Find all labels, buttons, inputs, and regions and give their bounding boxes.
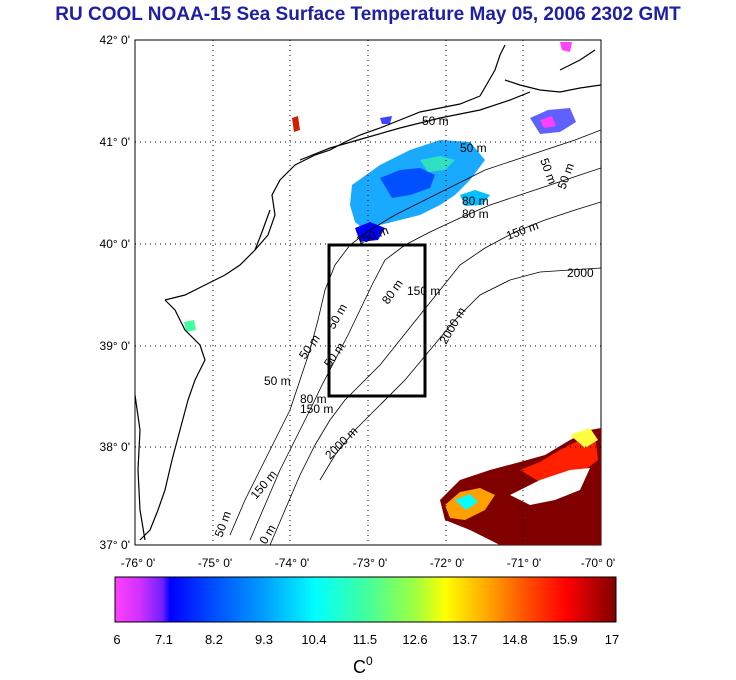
lat-label: 42° 0' xyxy=(100,33,130,47)
colorbar-tick: 12.6 xyxy=(402,632,427,647)
coast-ri xyxy=(479,44,506,97)
contour-label: 80 m xyxy=(300,392,327,406)
lat-label: 40° 0' xyxy=(100,237,130,251)
sst-patch-li xyxy=(380,116,392,124)
coast-nj-ny xyxy=(164,95,481,301)
lon-label: -73° 0' xyxy=(353,556,387,570)
lat-label: 41° 0' xyxy=(100,135,130,149)
coast-delmarva-west xyxy=(135,394,146,541)
colorbar-tick: 17 xyxy=(605,632,619,647)
contour-label: 150 m xyxy=(300,402,333,416)
map-grid xyxy=(135,40,601,545)
colorbar-tick: 14.8 xyxy=(502,632,527,647)
contour-label: 50 m xyxy=(422,114,449,128)
lon-label: -76° 0' xyxy=(121,556,155,570)
contour-label: 50 m xyxy=(460,141,487,155)
colorbar-tick: 11.5 xyxy=(353,632,377,647)
lon-label: -74° 0' xyxy=(275,556,309,570)
coast-cape xyxy=(559,49,596,71)
contour-label: 2000 xyxy=(567,266,594,280)
lat-label: 37° 0' xyxy=(100,538,130,552)
colorbar-tick: 9.3 xyxy=(255,632,273,647)
contour-2000m xyxy=(319,267,601,481)
colorbar-tick: 15.9 xyxy=(552,632,577,647)
coastline xyxy=(135,44,601,541)
colorbar: 6 7.1 8.2 9.3 10.4 11.5 12.6 13.7 14.8 1… xyxy=(113,576,619,677)
contour-label: 150 m xyxy=(407,284,440,298)
sst-patch-nj-red xyxy=(292,116,300,132)
sst-patch-top xyxy=(560,42,572,52)
contour-label: 80 m xyxy=(462,194,489,208)
coast-delmarva xyxy=(139,299,206,541)
study-area-box xyxy=(327,243,427,398)
sst-patches xyxy=(184,42,601,545)
contour-150m xyxy=(269,201,601,545)
lon-label: -70° 0' xyxy=(581,556,615,570)
coast-nj-barrier xyxy=(254,209,271,251)
sst-patch-bay xyxy=(184,320,196,332)
sst-patch-small xyxy=(460,190,490,206)
coast-ma xyxy=(504,79,601,93)
lon-label: -75° 0' xyxy=(198,556,232,570)
map-title: RU COOL NOAA-15 Sea Surface Temperature … xyxy=(55,4,681,25)
unit-text: C xyxy=(353,657,366,677)
sst-patch-dark-blue xyxy=(355,222,385,242)
sst-gap xyxy=(510,468,590,505)
lat-label: 38° 0' xyxy=(100,440,130,454)
contour-50m xyxy=(229,129,601,536)
coast-long-island xyxy=(299,91,531,161)
sst-patch-ne-magenta xyxy=(540,116,556,128)
colorbar-unit-label: C0 xyxy=(353,654,373,677)
contour-80m xyxy=(249,167,601,541)
unit-superscript: 0 xyxy=(366,654,373,668)
contour-label: 80 m xyxy=(462,207,489,221)
colorbar-ticks: 6 7.1 8.2 9.3 10.4 11.5 12.6 13.7 14.8 1… xyxy=(113,632,619,647)
latitude-axis: 42° 0' 41° 0' 40° 0' 39° 0' 38° 0' 37° 0… xyxy=(100,33,130,552)
map-panel: 50 m 50 m 50 m 50 m 80 m 80 m 150 m 150 … xyxy=(100,33,616,570)
longitude-axis: -76° 0' -75° 0' -74° 0' -73° 0' -72° 0' … xyxy=(121,556,615,570)
lon-label: -71° 0' xyxy=(507,556,541,570)
sst-patch-blue xyxy=(380,168,435,198)
colorbar-tick: 8.2 xyxy=(205,632,223,647)
sst-patch-gulf-cyan xyxy=(455,494,478,510)
colorbar-tick: 10.4 xyxy=(301,632,326,647)
lon-label: -72° 0' xyxy=(430,556,464,570)
sst-patch-gulf-yellow xyxy=(570,428,598,448)
colorbar-tick: 7.1 xyxy=(155,632,173,647)
colorbar-tick: 6 xyxy=(113,632,120,647)
bathymetry-contours xyxy=(229,129,601,545)
lat-label: 39° 0' xyxy=(100,339,130,353)
colorbar-gradient xyxy=(114,576,617,623)
colorbar-tick: 13.7 xyxy=(452,632,477,647)
contour-label: 50 m xyxy=(264,374,291,388)
